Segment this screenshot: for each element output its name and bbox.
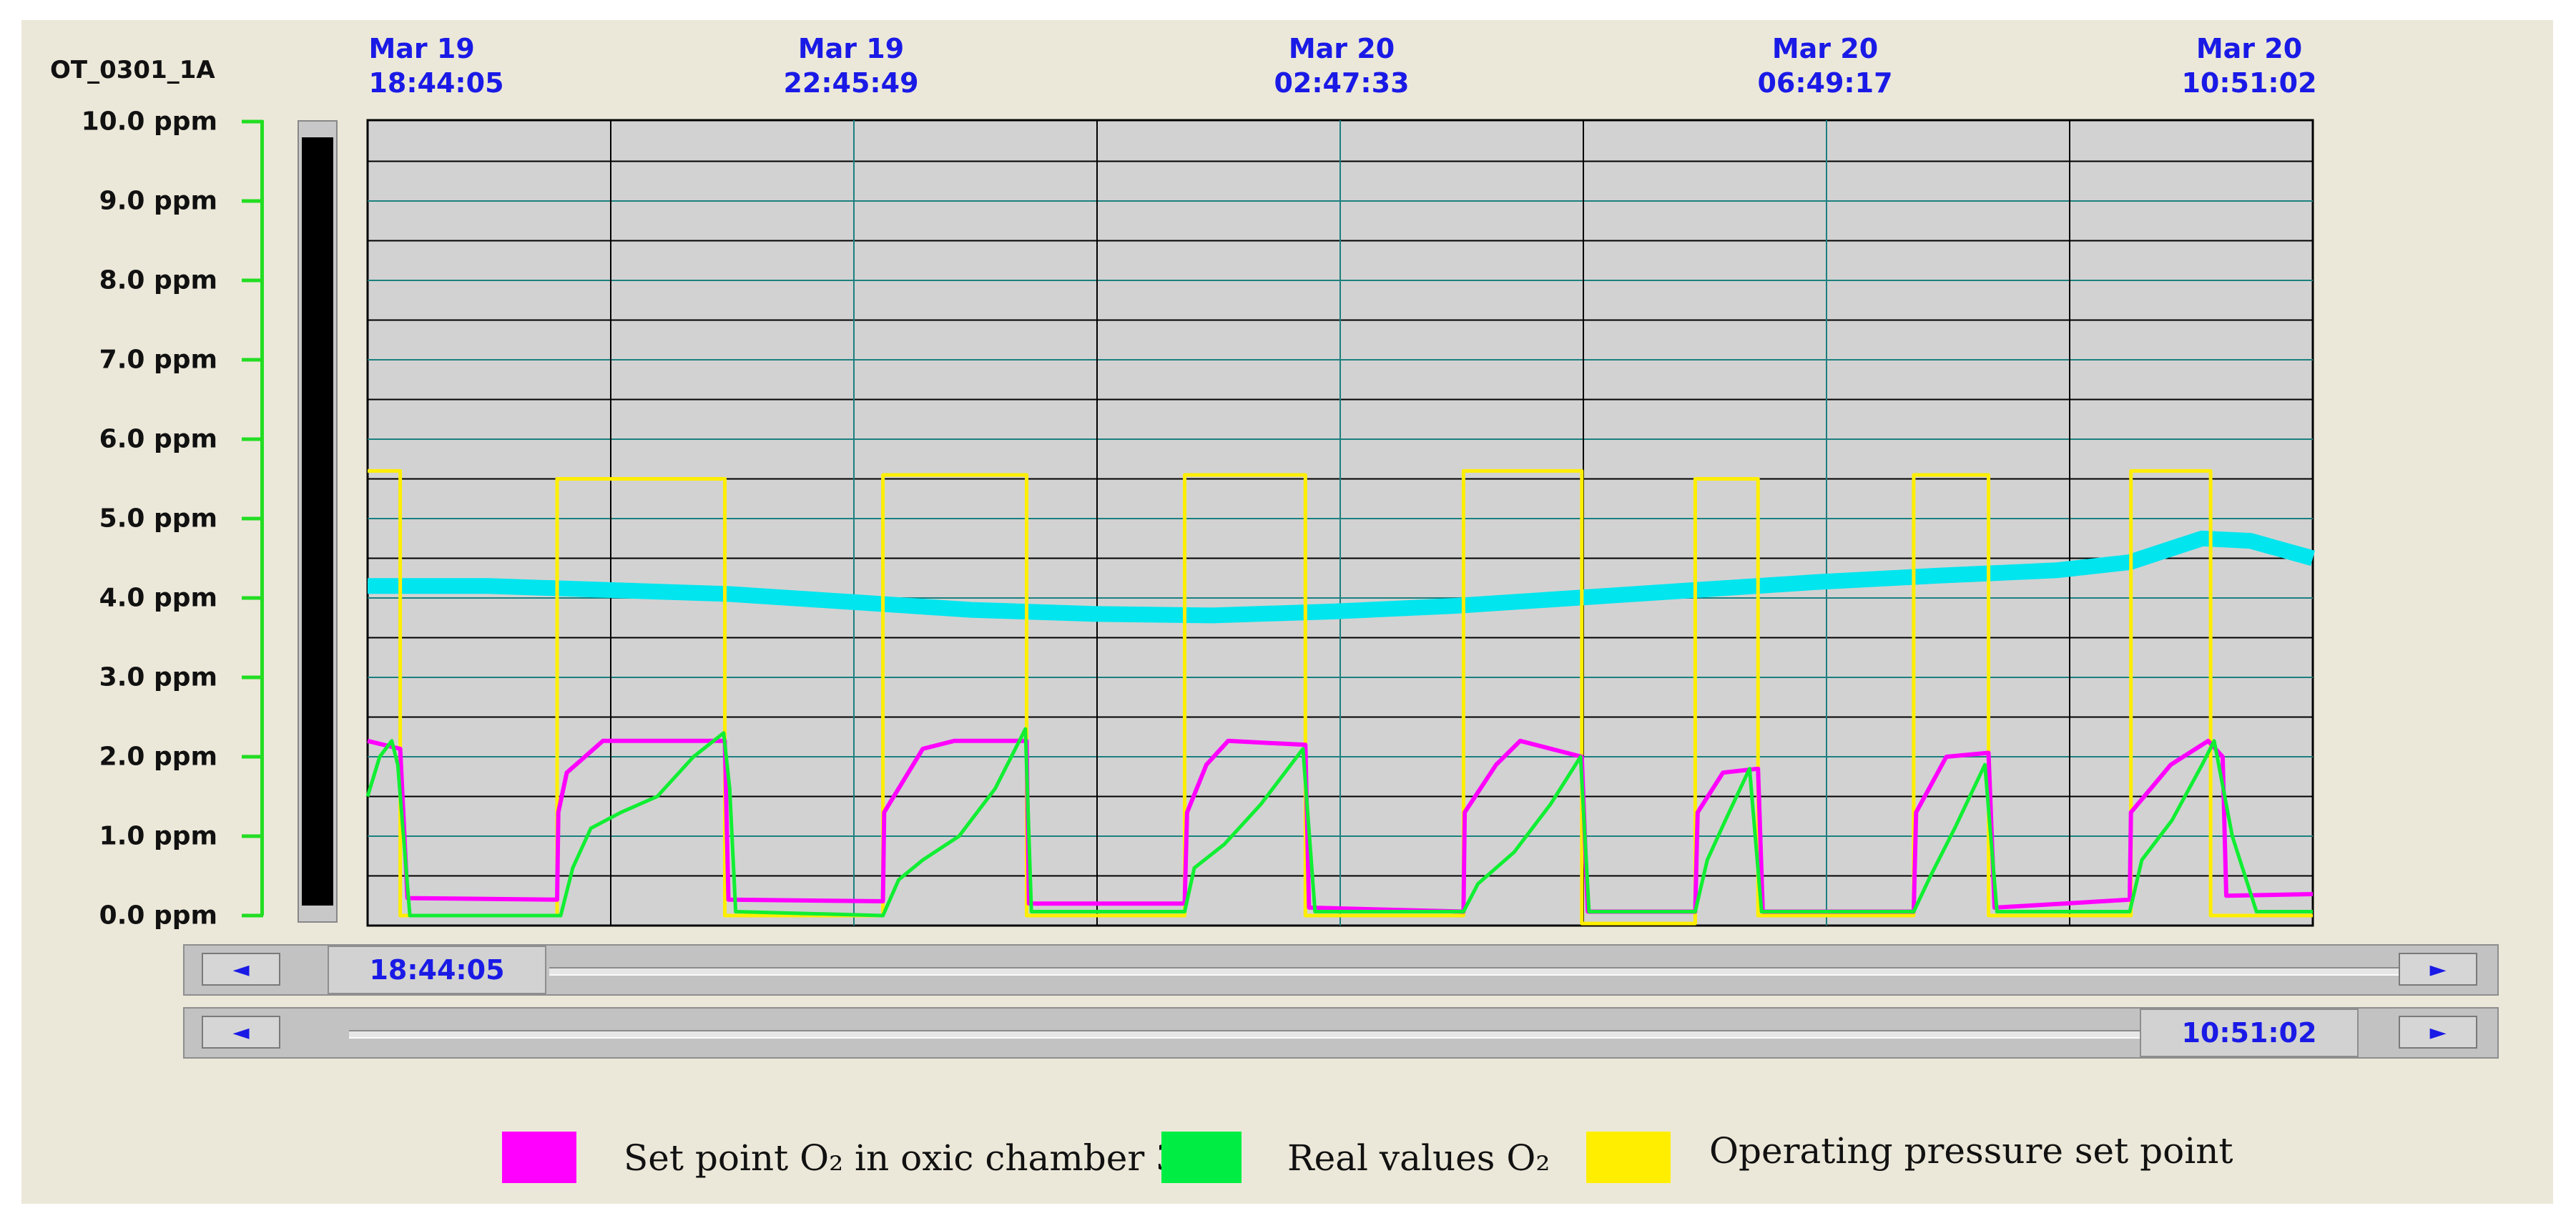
vertical-value-bar — [298, 120, 338, 923]
x-tick-date: Mar 19 — [797, 33, 905, 64]
y-tick-label: 8.0 ppm — [99, 265, 217, 295]
end-scroll-right-button[interactable]: ► — [2399, 1016, 2477, 1049]
x-tick-date: Mar 19 — [368, 33, 475, 64]
y-tick-mark — [242, 913, 263, 918]
y-tick-mark — [242, 834, 263, 838]
x-tick-label: Mar 19 22:45:49 — [783, 31, 918, 100]
y-tick-mark — [242, 358, 263, 362]
legend-swatch-real-values — [1161, 1132, 1242, 1183]
y-tick-label: 2.0 ppm — [99, 742, 217, 772]
tag-label: OT_0301_1A — [50, 56, 215, 84]
y-tick-label: 10.0 ppm — [81, 107, 217, 137]
x-tick-time: 18:44:05 — [368, 67, 504, 99]
y-tick-mark — [242, 199, 263, 203]
legend-label-setpoint: Set point O₂ in oxic chamber 3 — [624, 1137, 1179, 1179]
y-tick-label: 0.0 ppm — [99, 901, 217, 931]
y-tick-label: 4.0 ppm — [99, 583, 217, 613]
y-tick-mark — [242, 278, 263, 283]
x-tick-time: 02:47:33 — [1274, 67, 1410, 99]
start-time-value: 18:44:05 — [369, 954, 505, 986]
x-tick-date: Mar 20 — [1771, 33, 1879, 64]
x-tick-label: Mar 20 02:47:33 — [1274, 31, 1409, 100]
y-tick-label: 9.0 ppm — [99, 186, 217, 216]
x-tick-date: Mar 20 — [2196, 33, 2303, 64]
left-arrow-icon: ◄ — [232, 956, 250, 982]
y-tick-mark — [242, 755, 263, 759]
x-tick-label: Mar 20 10:51:02 — [2181, 31, 2316, 100]
legend-label-real-values: Real values O₂ — [1287, 1137, 1550, 1179]
x-tick-time: 06:49:17 — [1757, 67, 1893, 99]
y-tick-label: 7.0 ppm — [99, 345, 217, 375]
legend-label-pressure: Operating pressure set point — [1709, 1130, 2233, 1172]
y-tick-label: 1.0 ppm — [99, 821, 217, 851]
y-tick-label: 6.0 ppm — [99, 424, 217, 454]
series-line-2 — [365, 727, 2313, 918]
x-tick-time: 10:51:02 — [2181, 67, 2317, 99]
y-tick-mark — [242, 119, 263, 124]
left-arrow-icon: ◄ — [232, 1019, 250, 1045]
start-scroll-right-button[interactable]: ► — [2399, 953, 2477, 986]
legend-swatch-setpoint — [502, 1132, 576, 1183]
y-tick-mark — [242, 596, 263, 600]
end-time-thumb[interactable]: 10:51:02 — [2140, 1009, 2359, 1057]
end-scroll-left-button[interactable]: ◄ — [202, 1016, 280, 1049]
start-time-thumb[interactable]: 18:44:05 — [328, 946, 546, 994]
x-tick-label: Mar 19 18:44:05 — [368, 31, 503, 100]
right-arrow-icon: ► — [2429, 1019, 2447, 1045]
right-arrow-icon: ► — [2429, 956, 2447, 982]
vertical-value-bar-fill — [302, 137, 333, 906]
end-scroll-track[interactable] — [349, 1030, 2323, 1039]
end-time-scroller: ◄ 10:51:02 ► — [183, 1007, 2499, 1059]
x-tick-time: 22:45:49 — [783, 67, 919, 99]
x-tick-label: Mar 20 06:49:17 — [1757, 31, 1892, 100]
x-tick-date: Mar 20 — [1288, 33, 1395, 64]
y-tick-mark — [242, 437, 263, 441]
y-tick-mark — [242, 516, 263, 521]
y-tick-label: 3.0 ppm — [99, 662, 217, 692]
start-scroll-left-button[interactable]: ◄ — [202, 953, 280, 986]
series-line-0 — [368, 469, 2313, 926]
end-time-value: 10:51:02 — [2181, 1017, 2317, 1049]
legend-swatch-pressure — [1586, 1132, 1671, 1183]
y-tick-label: 5.0 ppm — [99, 504, 217, 534]
y-tick-mark — [242, 675, 263, 680]
start-time-scroller: ◄ 18:44:05 ► — [183, 944, 2499, 996]
start-scroll-track[interactable] — [549, 967, 2466, 976]
